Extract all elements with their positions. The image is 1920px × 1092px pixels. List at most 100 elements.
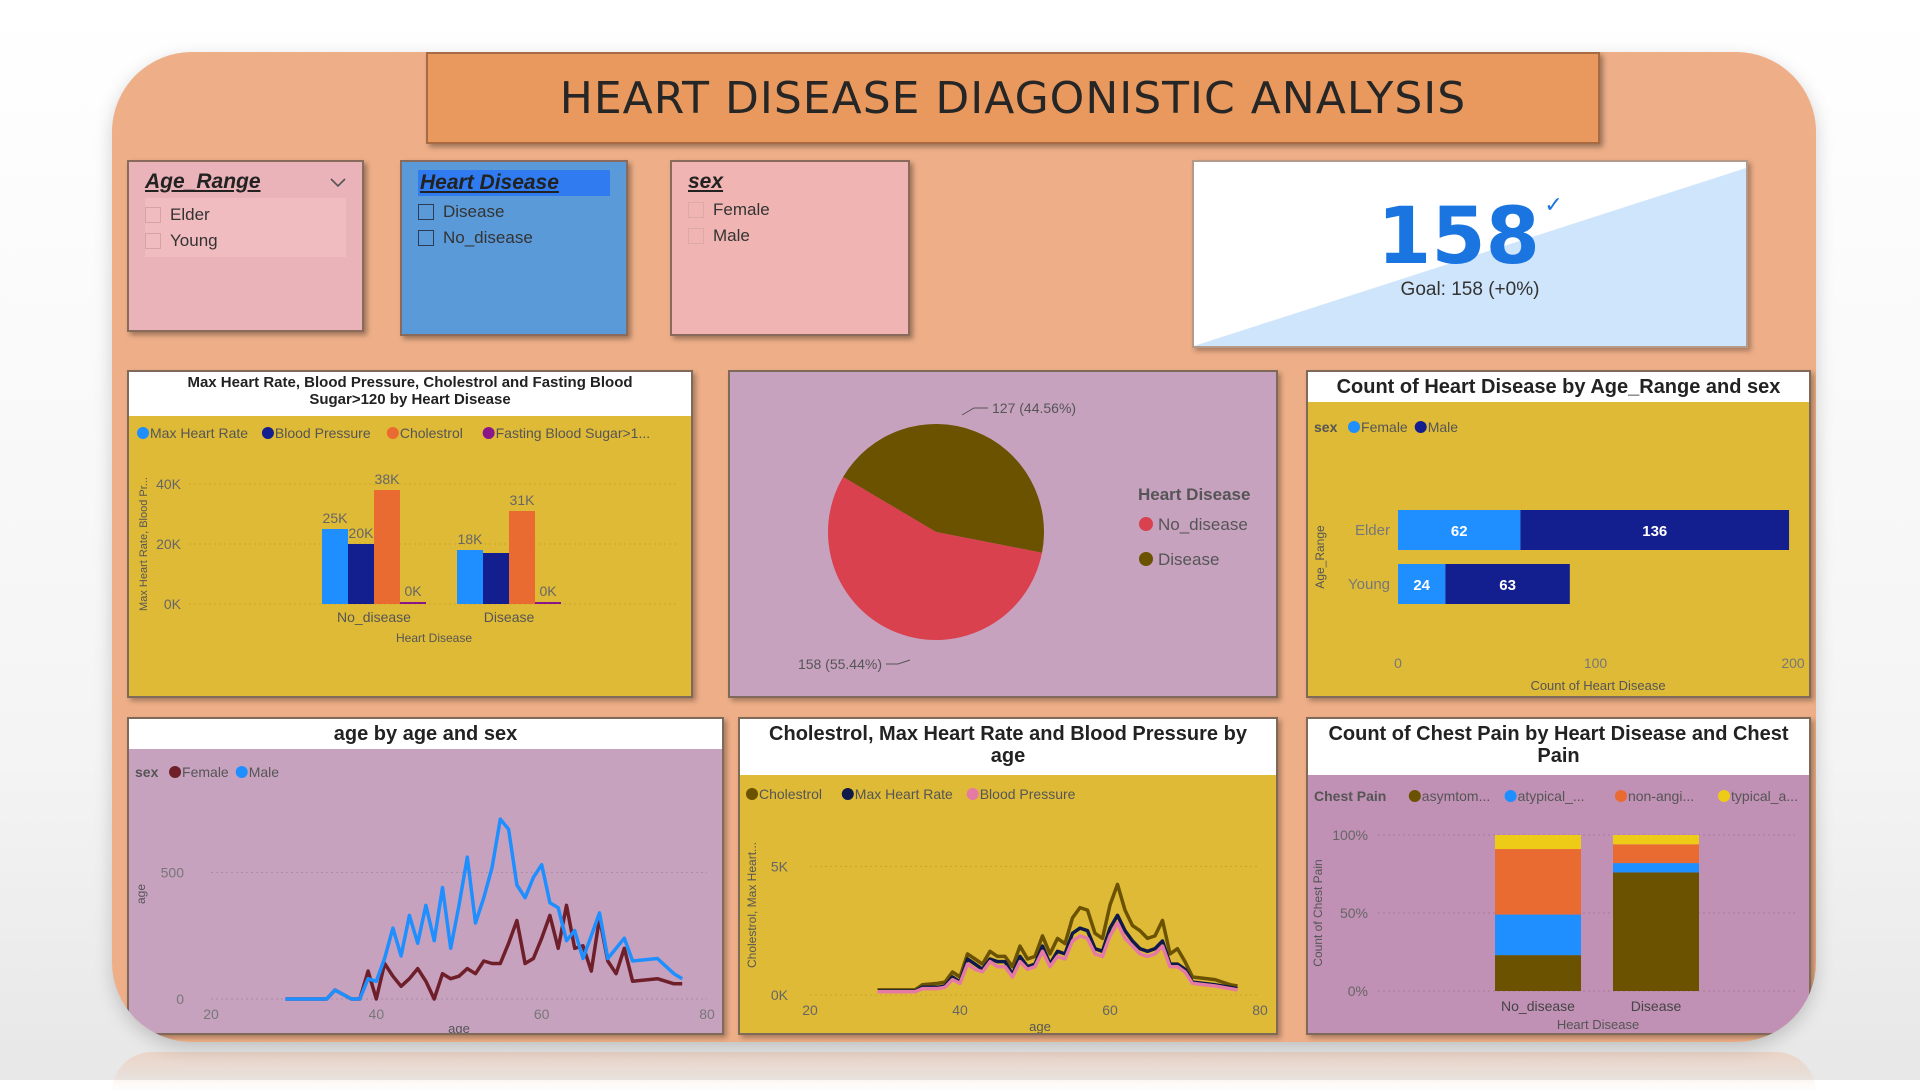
bar-segment [1613,863,1699,873]
chart-age-line-panel: age by age and sex sex Female Male 0 500 20 40… [127,717,724,1035]
y-axis-label: Max Heart Rate, Blood Pr... [138,477,150,611]
x-tick-label: Disease [1631,998,1682,1014]
legend-marker [1139,552,1153,566]
x-tick-label: 60 [1102,1002,1118,1018]
y-axis-label: Cholestrol, Max Heart... [745,842,759,968]
bar [483,553,509,604]
y-tick-label: 100% [1332,827,1368,843]
data-label: 31K [510,492,536,508]
y-tick-label: 500 [161,864,185,880]
chart-title: Cholestrol, Max Heart Rate and Blood Pre… [740,719,1276,775]
slicer-option-disease[interactable]: Disease [418,202,610,222]
legend-label: Male [249,764,280,780]
check-icon: ✓ [1544,192,1563,217]
slicer-option-young[interactable]: Young [145,231,346,251]
legend-marker [1504,790,1517,802]
chart-pie-panel: 127 (44.56%) 158 (55.44%) Heart Disease No_… [728,370,1278,698]
data-label: 38K [375,471,401,487]
x-tick-label: No_disease [337,609,411,625]
chevron-down-icon[interactable] [330,170,346,194]
bar [322,529,348,604]
legend-marker [1408,790,1421,802]
data-label: 25K [323,510,349,526]
bar [1520,510,1790,550]
series-line [285,903,683,1001]
legend-label: Blood Pressure [980,786,1076,802]
y-tick-label: Elder [1355,522,1390,539]
age-line-chart: sex Female Male 0 500 20 40 60 80 age age [134,764,715,1033]
slicer-heart-disease[interactable]: Heart Disease Disease No_disease [400,160,628,336]
bar-segment [1495,835,1581,850]
y-tick-label: 0% [1348,983,1368,999]
slicer-option-elder[interactable]: Elder [145,205,346,225]
x-tick-label: No_disease [1501,998,1575,1014]
slicer-option-no-disease[interactable]: No_disease [418,228,610,248]
legend-marker [1614,790,1627,802]
legend-label: Disease [1158,550,1219,569]
y-axis-label: Count of Chest Pain [1311,859,1325,966]
legend-marker [137,427,149,439]
title-banner: HEART DISEASE DIAGONISTIC ANALYSIS [426,52,1600,144]
data-label: 0K [404,583,422,599]
checkbox[interactable] [688,228,704,244]
slicer-age-range-title: Age_Range [145,170,261,193]
bar-segment [1495,914,1581,956]
slicer-heart-disease-title: Heart Disease [420,171,559,194]
bar [1398,564,1446,604]
x-tick-label: 20 [203,1006,219,1022]
checkbox[interactable] [418,230,434,246]
chart-title: age by age and sex [129,719,722,749]
legend-marker [386,427,399,439]
bar [348,544,374,604]
legend-label: Blood Pressure [275,425,371,441]
y-tick-label: 0 [176,991,184,1007]
dashboard-reflection [112,1052,1816,1092]
legend-label: Max Heart Rate [150,425,248,441]
legend-title: Chest Pain [1314,788,1386,804]
x-tick-label: 200 [1781,655,1805,671]
kpi-card: 158 ✓ Goal: 158 (+0%) [1192,160,1748,348]
slicer-sex[interactable]: sex Female Male [670,160,910,336]
x-tick-label: 100 [1584,655,1608,671]
x-tick-label: 40 [369,1006,385,1022]
x-axis-label: age [448,1021,470,1033]
slicer-age-range[interactable]: Age_Range Elder Young [127,160,364,332]
stacked-bar-chart: Chest Pain asymtom... atypical_... non-angi… [1311,788,1798,1032]
bar [400,602,426,604]
slicer-option-label: No_disease [443,228,533,247]
legend-label: Female [1361,419,1408,435]
legend-label: typical_a... [1731,788,1798,804]
bar [1398,510,1521,550]
bar-segment [1613,844,1699,864]
checkbox[interactable] [145,207,161,223]
legend-label: Max Heart Rate [855,786,953,802]
bar-segment [1495,955,1581,991]
x-axis-label: Heart Disease [396,631,472,645]
slicer-option-label: Young [170,231,218,250]
y-tick-label: 0K [164,596,182,612]
bar-segment [1613,872,1699,991]
slicer-option-male[interactable]: Male [688,226,892,246]
chart-hbar-panel: Count of Heart Disease by Age_Range and … [1306,370,1811,698]
y-tick-label: 0K [771,987,789,1003]
legend-marker [235,766,248,778]
y-tick-label: 5K [771,858,789,874]
slicer-option-female[interactable]: Female [688,200,892,220]
legend-label: asymtom... [1422,788,1490,804]
checkbox[interactable] [688,202,704,218]
series-line [877,882,1238,992]
x-axis-label: age [1029,1019,1051,1033]
data-label: 136 [1642,523,1667,540]
bar [457,550,483,604]
legend-marker [482,427,495,439]
kpi-trend-area [1194,168,1746,346]
checkbox[interactable] [418,204,434,220]
page-title: HEART DISEASE DIAGONISTIC ANALYSIS [559,72,1467,124]
checkbox[interactable] [145,233,161,249]
slicer-sex-title: sex [688,170,724,193]
x-tick-label: 60 [534,1006,550,1022]
legend-marker [169,766,182,778]
chart-grouped-bar-panel: Max Heart Rate, Blood Pressure, Cholestr… [127,370,693,698]
legend-marker [1348,421,1361,433]
slicer-option-label: Male [713,226,750,245]
